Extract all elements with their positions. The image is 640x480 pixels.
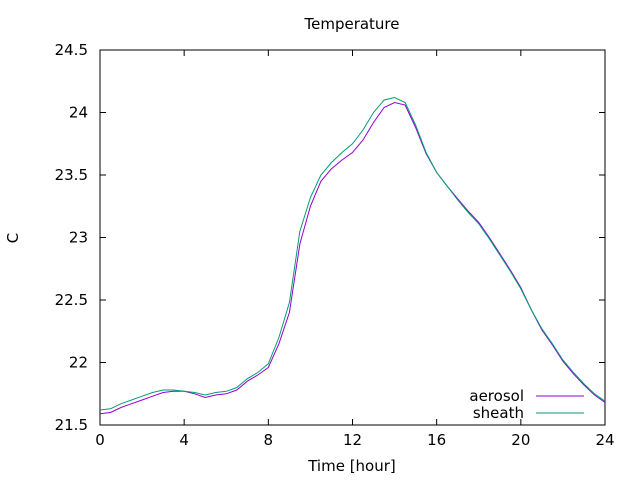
x-tick-label: 16 xyxy=(427,431,446,449)
y-tick-label: 22 xyxy=(69,354,88,372)
y-axis-ticks: 21.5 22 22.5 23 23.5 24 24.5 xyxy=(55,41,605,434)
legend-label-sheath: sheath xyxy=(473,404,524,422)
series-lines xyxy=(99,96,606,415)
y-tick-label: 21.5 xyxy=(55,416,88,434)
y-tick-label: 22.5 xyxy=(55,291,88,309)
series-line-sheath xyxy=(99,96,606,411)
plot-area xyxy=(99,49,606,426)
x-tick-label: 20 xyxy=(511,431,530,449)
y-tick-label: 24 xyxy=(69,104,88,122)
y-axis-label: C xyxy=(4,233,22,243)
series-line-aerosol xyxy=(99,101,606,415)
x-tick-label: 8 xyxy=(264,431,274,449)
y-tick-label: 23.5 xyxy=(55,166,88,184)
x-axis-ticks: 0 4 8 12 16 20 24 xyxy=(95,50,615,449)
y-tick-label: 23 xyxy=(69,229,88,247)
chart-title: Temperature xyxy=(303,15,399,33)
x-axis-label: Time [hour] xyxy=(307,457,396,475)
x-tick-label: 4 xyxy=(179,431,189,449)
legend-label-aerosol: aerosol xyxy=(469,387,524,405)
plot-border xyxy=(99,49,606,426)
x-tick-label: 24 xyxy=(595,431,614,449)
y-tick-label: 24.5 xyxy=(55,41,88,59)
x-tick-label: 12 xyxy=(343,431,362,449)
x-tick-label: 0 xyxy=(95,431,105,449)
